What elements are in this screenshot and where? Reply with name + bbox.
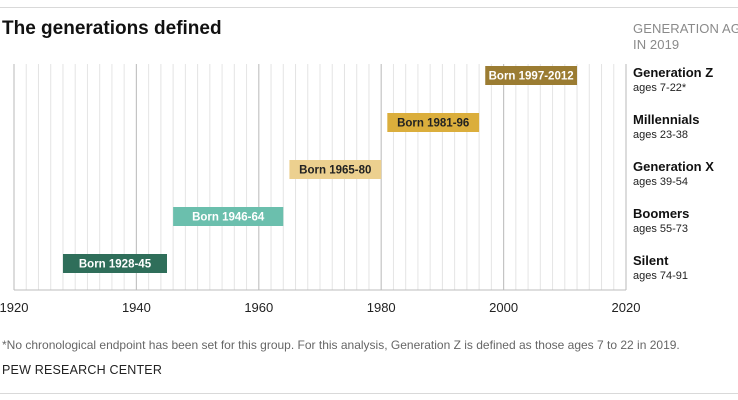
top-rule [0, 7, 738, 8]
x-tick-label: 2000 [489, 300, 518, 315]
generation-name: Millennials [633, 112, 700, 127]
x-tick-label: 1960 [244, 300, 273, 315]
chart-title: The generations defined [2, 18, 222, 39]
generation-ages: ages 7-22* [633, 82, 687, 94]
bar-millennials [387, 113, 480, 132]
generation-name: Generation Z [633, 65, 714, 80]
generation-name: Silent [633, 253, 669, 268]
bar-generation-x [289, 160, 382, 179]
generation-ages: ages 23-38 [633, 129, 689, 141]
bar-generation-z [485, 66, 578, 85]
bar-label: Born 1946-64 [192, 212, 265, 224]
column-label-line1: GENERATION AGE [633, 21, 738, 36]
bottom-rule [0, 393, 738, 394]
generation-name: Generation X [633, 159, 714, 174]
bar-label: Born 1965-80 [299, 165, 371, 177]
bar-silent [62, 254, 167, 273]
bar-boomers [173, 207, 284, 226]
x-tick-label: 1940 [122, 300, 151, 315]
bar-label: Born 1997-2012 [489, 71, 574, 83]
bar-label: Born 1981-96 [397, 118, 469, 130]
x-tick-label: 1980 [367, 300, 396, 315]
timeline-chart: 1920 1940 1960 1980 2000 2020 Born 1997-2012 Bo… [0, 64, 641, 315]
x-tick-label: 2020 [612, 300, 641, 315]
x-tick-label: 1920 [0, 300, 28, 315]
generation-ages: ages 39-54 [633, 176, 689, 188]
bar-label: Born 1928-45 [79, 259, 152, 271]
generation-ages: ages 74-91 [633, 270, 689, 282]
source-label: PEW RESEARCH CENTER [2, 363, 163, 377]
footnote: *No chronological endpoint has been set … [2, 338, 680, 352]
generation-name: Boomers [633, 206, 690, 221]
generation-ages: ages 55-73 [633, 223, 689, 235]
column-label-line2: IN 2019 [633, 37, 680, 52]
